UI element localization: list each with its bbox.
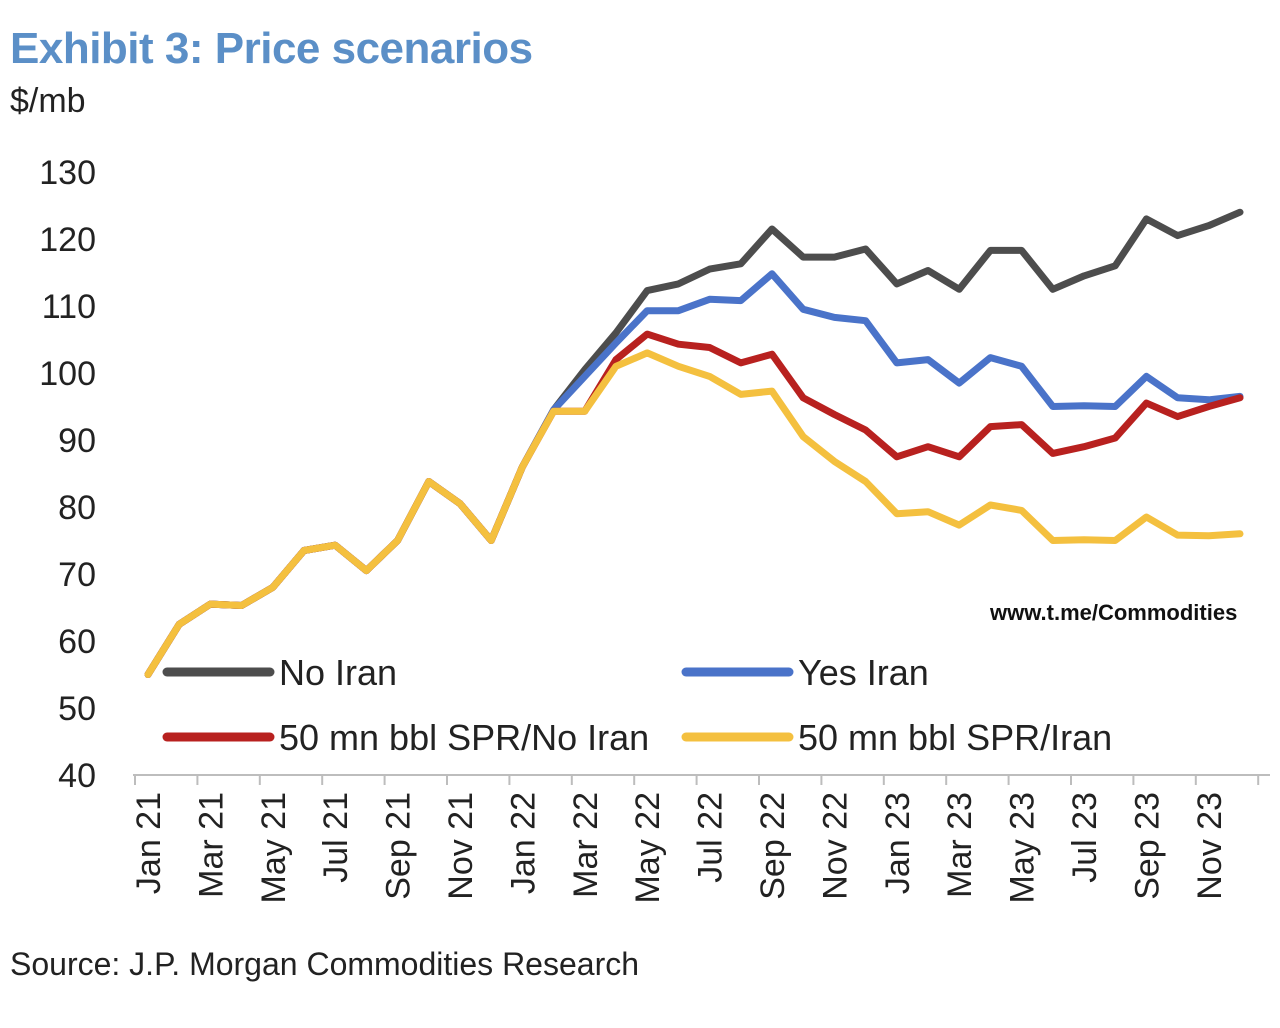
x-tick-label: Mar 22 <box>567 792 605 898</box>
x-tick-label: Jan 22 <box>504 792 542 894</box>
x-tick-label: Mar 21 <box>192 792 230 898</box>
legend-label: Yes Iran <box>798 652 929 693</box>
y-axis-unit-label: $/mb <box>10 82 86 120</box>
price-scenarios-chart: 40 50 60 70 80 90 100 110 120 130 Jan 21 Mar 21 May… <box>39 154 1270 904</box>
y-tick-label: 100 <box>39 355 96 393</box>
x-tick-label: Mar 23 <box>941 792 979 898</box>
x-tick-label: May 22 <box>629 792 667 904</box>
legend: No Iran Yes Iran 50 mn bbl SPR/No Iran 50 m… <box>162 652 1112 758</box>
x-tick-label: Nov 23 <box>1191 792 1229 900</box>
y-axis-ticks: 40 50 60 70 80 90 100 110 120 130 <box>39 154 96 795</box>
y-tick-label: 60 <box>58 623 96 661</box>
watermark-text: www.t.me/Commodities <box>989 600 1237 625</box>
x-tick-label: May 23 <box>1004 792 1042 904</box>
y-tick-label: 70 <box>58 556 96 594</box>
x-tick-label: Jul 23 <box>1066 792 1104 883</box>
y-tick-label: 110 <box>42 288 96 326</box>
series-line-4 <box>144 349 1244 678</box>
legend-label: 50 mn bbl SPR/Iran <box>798 717 1112 758</box>
x-axis <box>133 774 1270 785</box>
x-tick-label: Sep 23 <box>1128 792 1166 900</box>
y-tick-label: 90 <box>58 422 96 460</box>
x-tick-label: Jul 21 <box>317 792 355 883</box>
x-tick-label: Jan 23 <box>879 792 917 894</box>
x-axis-ticks: Jan 21 Mar 21 May 21 Jul 21 Sep 21 Nov 21 Jan … <box>130 792 1229 904</box>
x-tick-label: Nov 21 <box>442 792 480 900</box>
x-tick-label: May 21 <box>255 792 293 904</box>
legend-label: 50 mn bbl SPR/No Iran <box>279 717 649 758</box>
x-tick-label: Nov 22 <box>816 792 854 900</box>
x-tick-label: Sep 21 <box>380 792 418 900</box>
y-tick-label: 130 <box>39 154 96 192</box>
legend-label: No Iran <box>279 652 397 693</box>
y-tick-label: 80 <box>58 489 96 527</box>
x-tick-label: Jan 21 <box>130 792 168 894</box>
x-tick-label: Sep 22 <box>754 792 792 900</box>
y-tick-label: 120 <box>39 221 96 259</box>
chart-title: Exhibit 3: Price scenarios <box>10 24 533 73</box>
x-tick-label: Jul 22 <box>692 792 730 883</box>
y-tick-label: 50 <box>58 690 96 728</box>
series-lines <box>144 208 1244 678</box>
source-note: Source: J.P. Morgan Commodities Research <box>10 946 640 982</box>
y-tick-label: 40 <box>58 757 96 795</box>
